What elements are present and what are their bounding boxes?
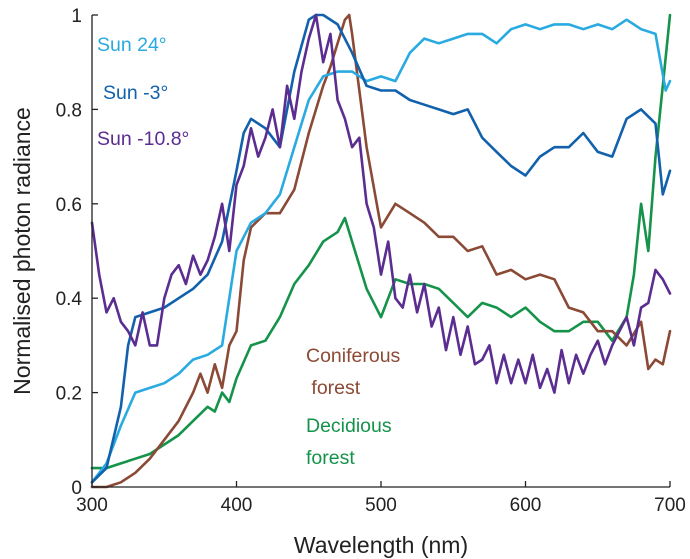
x-axis-title: Wavelength (nm): [294, 532, 468, 558]
y-tick-label: 0.2: [56, 384, 82, 405]
series-label-2: Sun -10.8°: [97, 128, 189, 150]
series-line-4: [92, 15, 670, 468]
x-tick-label: 500: [365, 495, 397, 516]
y-tick-label: 0.6: [56, 195, 82, 216]
x-tick-label: 600: [510, 495, 542, 516]
x-tick-label: 400: [221, 495, 253, 516]
series-label-0: Sun 24°: [97, 34, 167, 56]
series-line-0: [92, 20, 670, 483]
series-label-1: Sun -3°: [103, 82, 168, 104]
series-line-2: [92, 15, 670, 393]
x-tick-label: 700: [654, 495, 686, 516]
series-label-4: Decidious forest: [306, 415, 392, 469]
y-tick-label: 0.8: [56, 100, 82, 121]
y-tick-label: 0.4: [56, 289, 83, 310]
y-axis-title: Normalised photon radiance: [9, 107, 35, 395]
y-tick-label: 0: [71, 478, 82, 499]
y-tick-label: 1: [71, 6, 82, 27]
series-label-3: Coniferous forest: [306, 345, 401, 399]
series-line-1: [92, 15, 670, 482]
x-ticks: 300 400 500 600 700: [76, 481, 686, 516]
